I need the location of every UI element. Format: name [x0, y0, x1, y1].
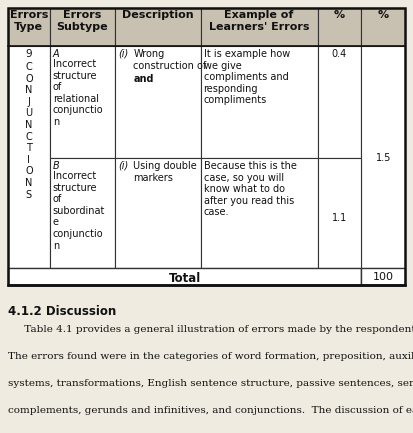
Bar	[115, 158, 201, 268]
Bar	[318, 8, 361, 46]
Text: It is example how
we give
compliments and
responding
compliments: It is example how we give compliments an…	[204, 49, 290, 105]
Bar	[50, 46, 115, 158]
Text: Wrong
construction of: Wrong construction of	[133, 49, 206, 71]
Bar	[201, 8, 318, 46]
Bar	[318, 158, 361, 268]
Bar	[8, 8, 405, 285]
Text: A: A	[53, 49, 59, 59]
Bar	[361, 46, 405, 268]
Text: (i): (i)	[118, 161, 128, 171]
Text: 4.1.2 Discussion: 4.1.2 Discussion	[8, 305, 116, 318]
Text: 0.4: 0.4	[332, 49, 347, 59]
Bar	[201, 46, 318, 158]
Text: Description: Description	[122, 10, 194, 20]
Bar	[8, 8, 50, 46]
Bar	[361, 8, 405, 46]
Bar	[8, 268, 361, 285]
Text: The errors found were in the categories of word formation, preposition, auxiliar: The errors found were in the categories …	[8, 352, 413, 361]
Text: 100: 100	[373, 271, 394, 281]
Bar	[50, 8, 115, 46]
Text: 1.5: 1.5	[375, 153, 391, 163]
Text: %: %	[334, 10, 345, 20]
Text: 1.1: 1.1	[332, 213, 347, 223]
Bar	[115, 46, 201, 158]
Bar	[8, 46, 50, 268]
Text: C
O
N
J
U
N
C
T
I
O
N
S: C O N J U N C T I O N S	[25, 62, 33, 200]
Text: complements, gerunds and infinitives, and conjunctions.  The discussion of each: complements, gerunds and infinitives, an…	[8, 406, 413, 415]
Text: Using double
markers: Using double markers	[133, 161, 197, 183]
Text: Incorrect
structure
of
subordinat
e
conjunctio
n: Incorrect structure of subordinat e conj…	[53, 171, 105, 251]
Text: B: B	[53, 161, 59, 171]
Bar	[50, 158, 115, 268]
Text: (i): (i)	[118, 49, 128, 59]
Bar	[115, 8, 201, 46]
Bar	[361, 268, 405, 285]
Text: Because this is the
case, so you will
know what to do
after you read this
case.: Because this is the case, so you will kn…	[204, 161, 297, 217]
Bar	[201, 158, 318, 268]
Text: %: %	[377, 10, 389, 20]
Text: and: and	[133, 74, 154, 84]
Text: systems, transformations, English sentence structure, passive sentences, sentent: systems, transformations, English senten…	[8, 379, 413, 388]
Text: Table 4.1 provides a general illustration of errors made by the respondents.: Table 4.1 provides a general illustratio…	[8, 325, 413, 334]
Text: Errors
Subtype: Errors Subtype	[57, 10, 108, 32]
Text: 9: 9	[26, 49, 32, 59]
Text: Errors
Type: Errors Type	[9, 10, 48, 32]
Bar	[318, 46, 361, 158]
Text: Total: Total	[169, 271, 201, 284]
Text: Example of
Learners' Errors: Example of Learners' Errors	[209, 10, 309, 32]
Text: Incorrect
structure
of
relational
conjunctio
n: Incorrect structure of relational conjun…	[53, 59, 103, 127]
